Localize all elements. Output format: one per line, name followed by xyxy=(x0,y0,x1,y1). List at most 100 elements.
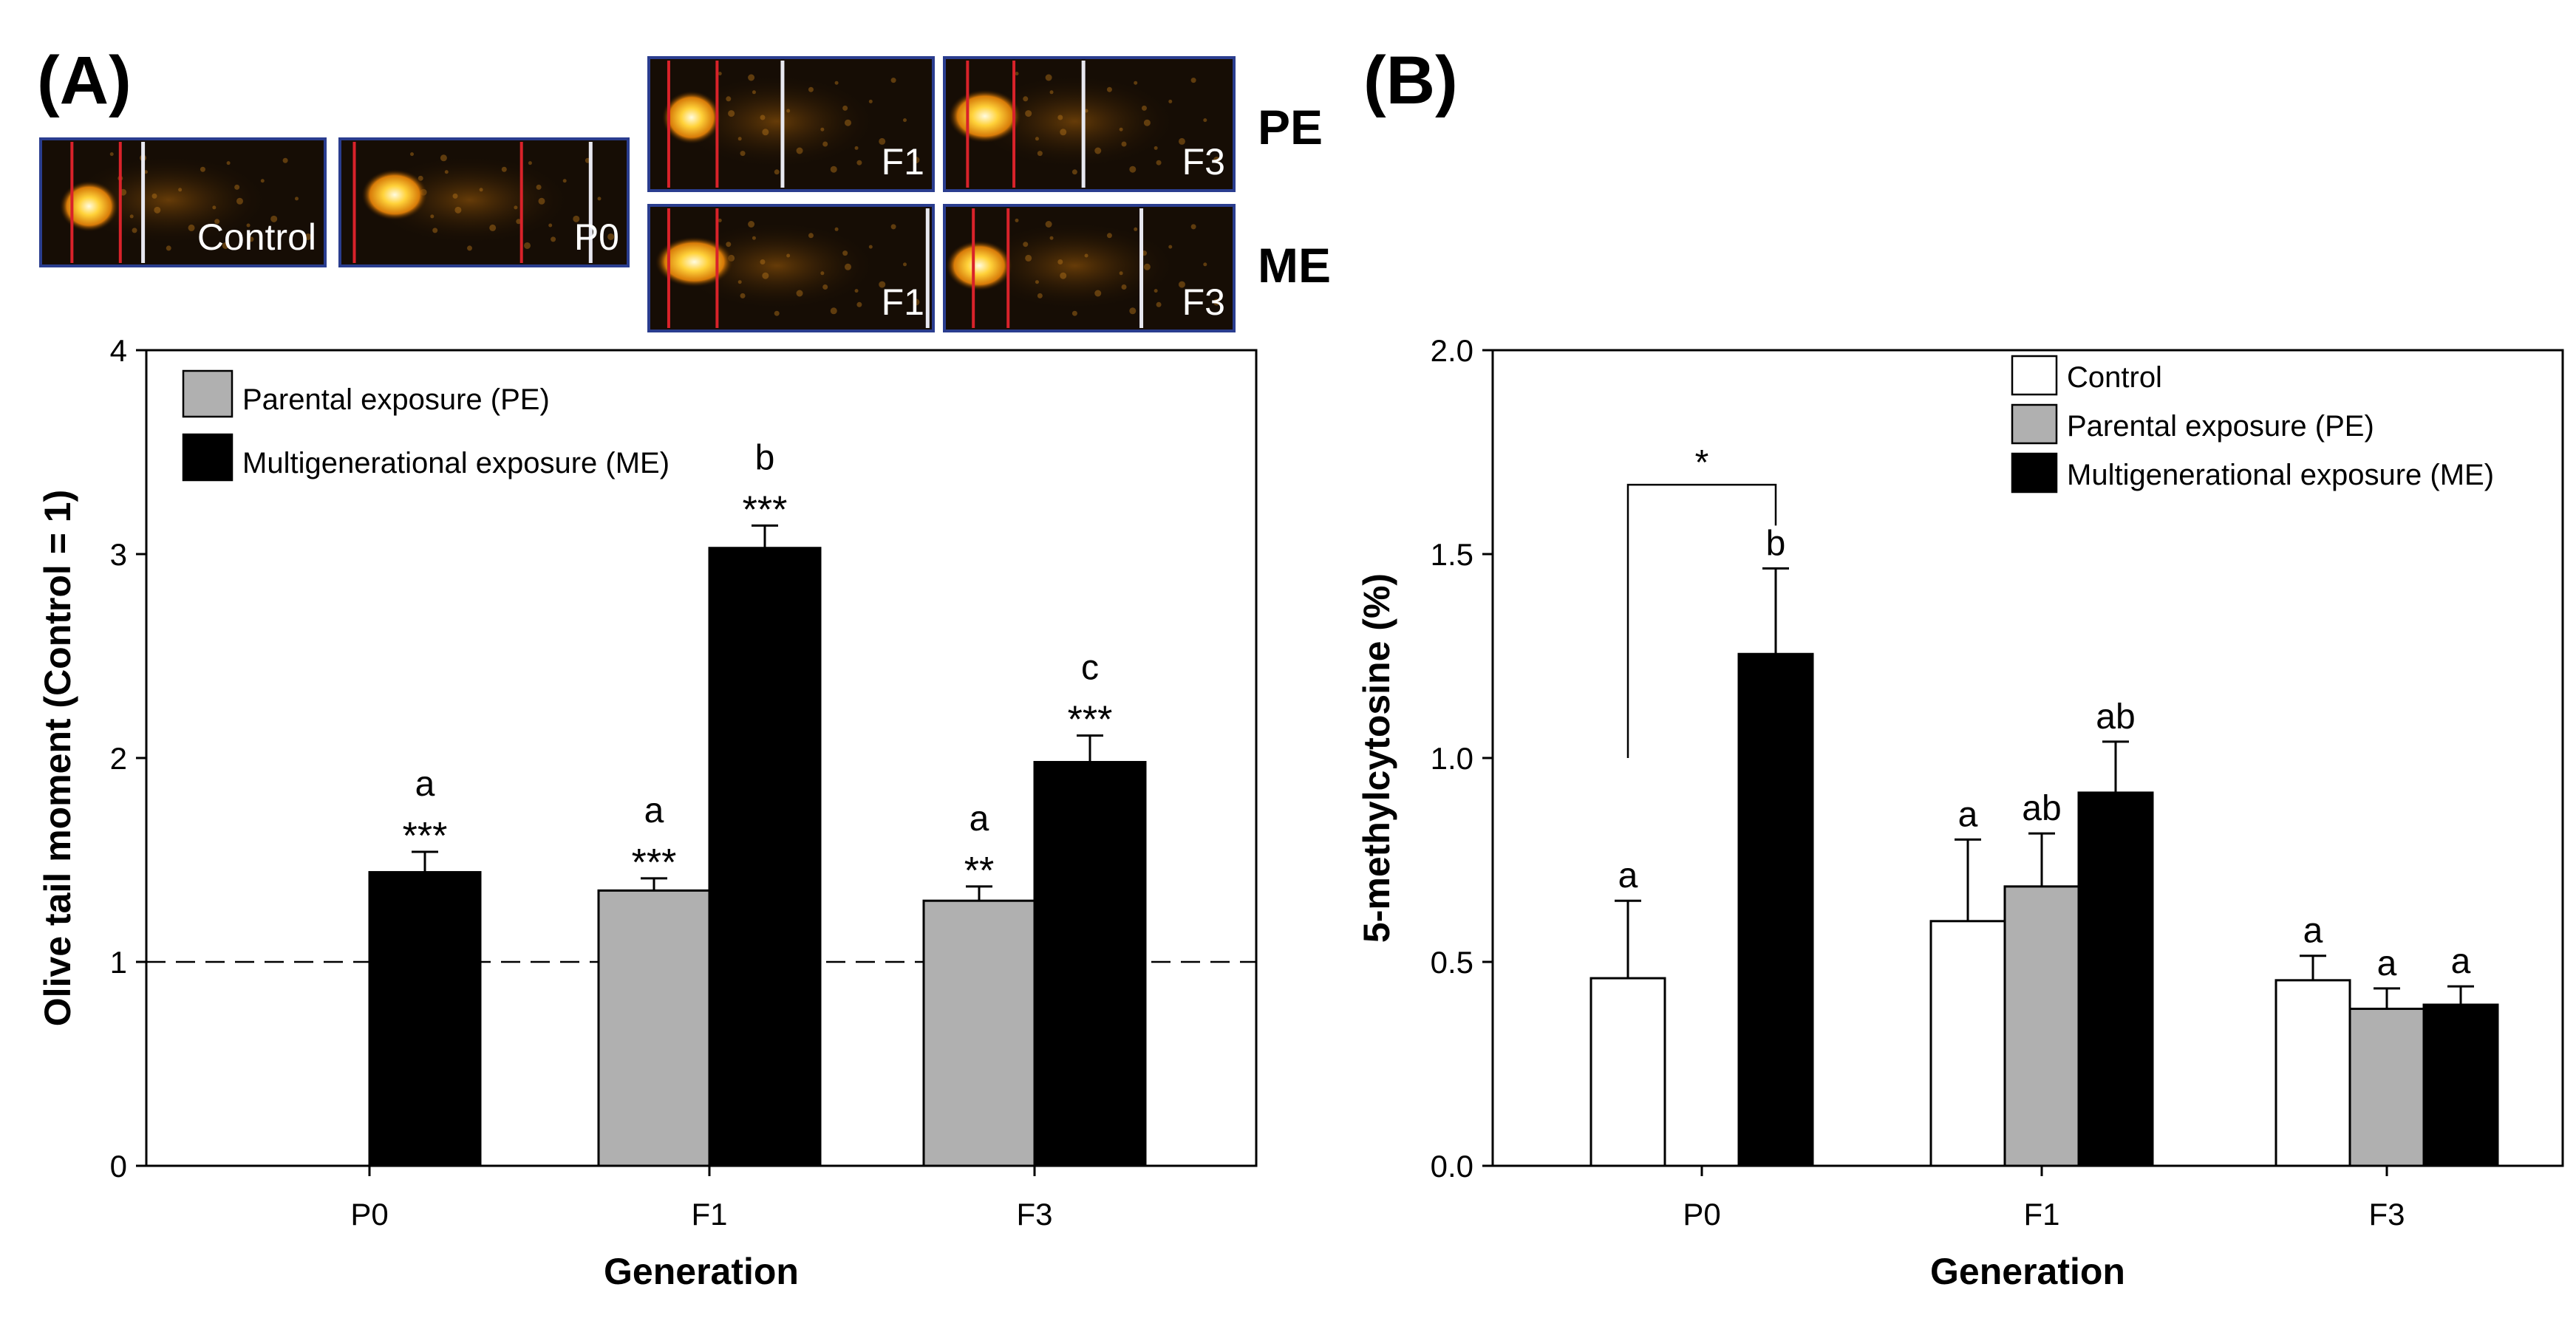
comet-speckle xyxy=(178,188,183,192)
legend-label: Multigenerational exposure (ME) xyxy=(242,447,669,479)
comet-speckle xyxy=(822,141,828,147)
y-axis-title: 5-methylcytosine (%) xyxy=(1356,573,1397,943)
comet-speckle xyxy=(1023,242,1029,247)
me-row-label: ME xyxy=(1258,238,1331,293)
y-tick-label: 2 xyxy=(110,741,127,776)
legend: Parental exposure (PE) Multigenerational … xyxy=(182,369,669,482)
legend-swatch xyxy=(182,369,234,418)
comet-speckle xyxy=(1035,137,1039,141)
y-tick-label: 1 xyxy=(110,945,127,980)
comet-speckle xyxy=(1045,74,1052,81)
comet-speckle xyxy=(830,307,837,315)
bar-p0-s2 xyxy=(1737,652,1814,1167)
comet-speckle xyxy=(748,74,755,81)
comet-speckle xyxy=(166,245,171,251)
comet-nucleus xyxy=(59,180,119,232)
comet-speckle xyxy=(762,129,769,136)
comet-speckle xyxy=(430,214,435,219)
comet-speckle xyxy=(748,221,755,228)
significance-stars: *** xyxy=(1068,699,1113,742)
comet-nucleus xyxy=(655,236,734,287)
comet-speckle xyxy=(842,105,848,111)
comet-speckle xyxy=(786,253,791,258)
panel-b-label: (B) xyxy=(1363,43,1458,118)
comet-speckle xyxy=(432,228,438,233)
legend-swatch xyxy=(2011,452,2058,494)
comet-speckle xyxy=(737,280,742,284)
comet-speckle xyxy=(774,169,780,175)
comet-speckle xyxy=(1143,263,1151,270)
comet-speckle xyxy=(1094,290,1102,297)
comet-speckle xyxy=(1057,115,1063,120)
comet-speckle xyxy=(774,310,780,316)
comet-speckle xyxy=(1203,262,1207,267)
legend-label: Multigenerational exposure (ME) xyxy=(2067,459,2494,491)
comet-speckle xyxy=(1060,129,1067,136)
comet-speckle xyxy=(282,157,288,163)
comet-tail-glow xyxy=(973,222,1176,310)
comet-speckle xyxy=(607,233,615,240)
group-letter: a xyxy=(1618,856,1638,895)
comet-image-label: F3 xyxy=(1182,281,1225,323)
chart-a: *** a P0 *** a *** b F1 ** a *** c F3 0 1 2 3 4 Generation… xyxy=(37,333,1258,1292)
comet-speckle xyxy=(856,160,862,165)
bar-f3-s0 xyxy=(2275,979,2351,1167)
comet-speckle xyxy=(834,227,839,231)
comet-speckle xyxy=(726,242,732,247)
comet-speckle xyxy=(903,262,907,267)
comet-speckle xyxy=(913,157,920,164)
comet-speckle xyxy=(1168,245,1173,249)
comet-speckle xyxy=(1168,99,1173,103)
significance-stars: *** xyxy=(632,841,677,884)
bar-p0-s0 xyxy=(1589,977,1666,1167)
comet-speckle xyxy=(1178,281,1185,288)
comet-speckle xyxy=(1156,160,1162,165)
bar-f1-s0 xyxy=(1929,920,2006,1167)
legend-label: Parental exposure (PE) xyxy=(2067,410,2374,443)
bar-f3-s1 xyxy=(2348,1007,2425,1167)
x-tick-label: F3 xyxy=(2368,1197,2405,1232)
group-letter: a xyxy=(2377,944,2397,983)
comet-speckle xyxy=(1143,119,1151,126)
comet-image-label: P0 xyxy=(574,216,619,258)
group-letter: a xyxy=(2451,942,2471,981)
comet-speckle xyxy=(830,165,837,173)
bar-f3-s1 xyxy=(1033,761,1147,1167)
comet-speckle xyxy=(524,242,531,249)
group-letter: a xyxy=(1958,795,1978,834)
comet-speckle xyxy=(796,290,803,297)
pe-row-label: PE xyxy=(1258,100,1323,154)
comet-speckle xyxy=(1049,90,1054,95)
comet-speckle xyxy=(740,293,746,298)
comet-speckle xyxy=(808,86,814,92)
comet-speckle xyxy=(845,119,851,126)
comet-speckle xyxy=(248,236,254,242)
comet-speckle xyxy=(752,90,756,95)
comet-speckle xyxy=(514,205,518,210)
comet-speckle xyxy=(854,289,859,293)
comet-speckle xyxy=(143,170,148,174)
group-letter: c xyxy=(1081,649,1099,688)
comet-speckle xyxy=(246,223,251,228)
comet-speckle xyxy=(1094,147,1102,154)
group-letter: b xyxy=(1766,524,1786,563)
legend-swatch xyxy=(182,433,234,482)
significance-stars: *** xyxy=(743,488,788,531)
group-letter: ab xyxy=(2022,789,2061,828)
y-axis-title: Olive tail moment (Control = 1) xyxy=(37,490,78,1027)
x-axis-title: Generation xyxy=(1930,1251,2125,1292)
comet-speckle xyxy=(132,228,137,233)
comet-speckle xyxy=(868,99,873,103)
comet-tail-glow xyxy=(677,222,876,310)
comet-speckle xyxy=(760,259,766,264)
comet-speckle xyxy=(890,224,896,230)
x-tick-label: P0 xyxy=(350,1197,388,1232)
y-tick-label: 0.0 xyxy=(1431,1149,1473,1184)
comet-image-me-f1: F1 xyxy=(647,204,935,332)
comet-speckle xyxy=(1213,157,1220,164)
comet-speckle xyxy=(879,137,886,145)
comet-speckle xyxy=(538,197,545,205)
comet-speckle xyxy=(752,236,756,240)
